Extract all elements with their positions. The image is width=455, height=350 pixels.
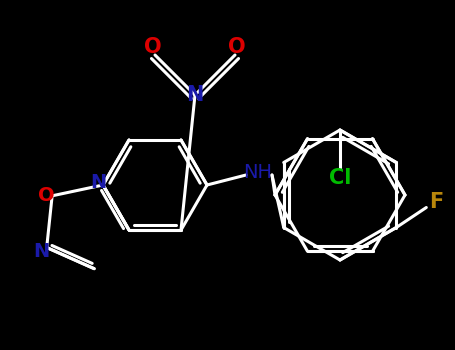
Text: N: N	[34, 242, 50, 261]
Text: NH: NH	[243, 162, 273, 182]
Text: Cl: Cl	[329, 168, 351, 188]
Text: O: O	[144, 37, 162, 57]
Text: F: F	[429, 193, 444, 212]
Text: N: N	[90, 173, 106, 191]
Text: N: N	[186, 85, 204, 105]
Text: O: O	[228, 37, 246, 57]
Text: O: O	[38, 186, 55, 205]
